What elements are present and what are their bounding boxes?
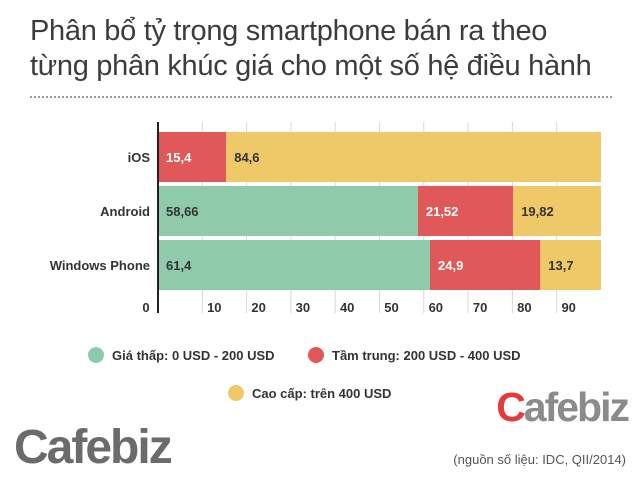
data-label: 24,9: [438, 258, 463, 273]
cafebiz-logo-bottom: Cafebiz: [14, 421, 173, 474]
data-label: 61,4: [166, 258, 192, 273]
bar-segment: [226, 132, 602, 182]
legend-swatch-mid: [308, 347, 324, 363]
bar-segment: [158, 132, 227, 182]
logo-top-rest: afebiz: [523, 384, 630, 430]
legend-item-low: Giá thấp: 0 USD - 200 USD: [88, 347, 275, 363]
chart-title: Phân bổ tỷ trọng smartphone bán ra theo …: [30, 15, 592, 82]
x-tick-label: 80: [517, 300, 531, 315]
data-label: 13,7: [548, 258, 573, 273]
category-label: Windows Phone: [50, 258, 150, 273]
x-tick-label: 70: [473, 300, 487, 315]
logo-top-c: C: [496, 384, 526, 430]
x-tick-label: 0: [142, 300, 149, 315]
data-label: 58,66: [166, 204, 199, 219]
legend-swatch-high: [228, 385, 244, 401]
bar-segment: [540, 240, 601, 290]
bar-segment: [513, 186, 601, 236]
legend-label-high: Cao cấp: trên 400 USD: [252, 385, 392, 401]
cafebiz-logo-top: Cafebiz: [496, 384, 630, 431]
title-divider: [30, 96, 612, 98]
x-tick-label: 90: [561, 300, 575, 315]
source-note: (nguồn số liệu: IDC, QII/2014): [453, 452, 626, 467]
x-tick-label: 30: [296, 300, 310, 315]
bar-segment: [158, 186, 418, 236]
bar-segment: [430, 240, 541, 290]
x-tick-label: 10: [207, 300, 221, 315]
data-label: 19,82: [521, 204, 554, 219]
x-tick-label: 60: [429, 300, 443, 315]
x-tick-label: 40: [340, 300, 354, 315]
x-tick-label: 20: [251, 300, 265, 315]
x-tick-label: 50: [384, 300, 398, 315]
category-label: Android: [100, 204, 150, 219]
legend-label-low: Giá thấp: 0 USD - 200 USD: [112, 347, 275, 363]
legend-item-mid: Tầm trung: 200 USD - 400 USD: [308, 347, 521, 363]
data-label: 21,52: [426, 204, 459, 219]
bar-segment: [417, 186, 514, 236]
data-label: 15,4: [166, 150, 192, 165]
data-label: 84,6: [234, 150, 259, 165]
bar-segment: [158, 240, 431, 290]
category-label: iOS: [128, 150, 151, 165]
legend-swatch-low: [88, 347, 104, 363]
legend-label-mid: Tầm trung: 200 USD - 400 USD: [332, 347, 521, 363]
legend-item-high: Cao cấp: trên 400 USD: [228, 385, 391, 401]
